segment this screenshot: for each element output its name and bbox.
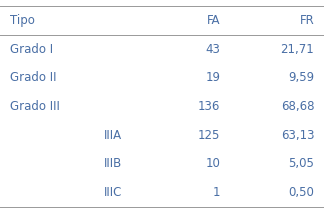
- Text: 21,71: 21,71: [281, 43, 314, 56]
- Text: Tipo: Tipo: [10, 14, 35, 27]
- Text: 19: 19: [205, 71, 220, 84]
- Text: Grado III: Grado III: [10, 100, 60, 113]
- Text: FR: FR: [299, 14, 314, 27]
- Text: 9,59: 9,59: [288, 71, 314, 84]
- Text: 0,50: 0,50: [288, 186, 314, 199]
- Text: IIIC: IIIC: [104, 186, 122, 199]
- Text: IIIA: IIIA: [104, 129, 122, 142]
- Text: 43: 43: [205, 43, 220, 56]
- Text: 125: 125: [198, 129, 220, 142]
- Text: 63,13: 63,13: [281, 129, 314, 142]
- Text: Grado I: Grado I: [10, 43, 53, 56]
- Text: 1: 1: [213, 186, 220, 199]
- Text: 5,05: 5,05: [288, 157, 314, 170]
- Text: 10: 10: [205, 157, 220, 170]
- Text: Grado II: Grado II: [10, 71, 56, 84]
- Text: FA: FA: [207, 14, 220, 27]
- Text: 68,68: 68,68: [281, 100, 314, 113]
- Text: IIIB: IIIB: [104, 157, 122, 170]
- Text: 136: 136: [198, 100, 220, 113]
